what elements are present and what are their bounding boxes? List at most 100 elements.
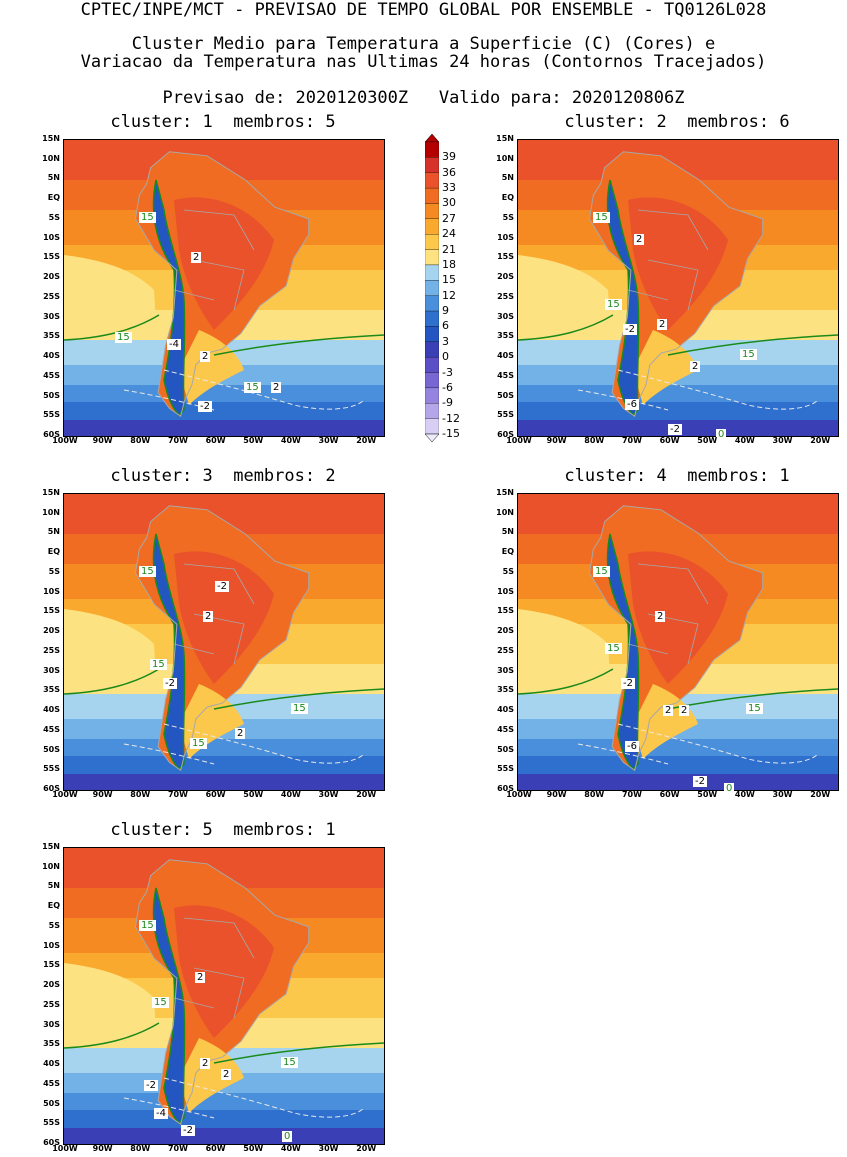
contour-label: 2 xyxy=(690,361,701,372)
lat-tick-label: 5S xyxy=(502,566,514,576)
lon-tick-label: 20W xyxy=(356,790,377,799)
contour-label: 15 xyxy=(139,566,156,577)
lon-tick-label: 30W xyxy=(772,790,793,799)
colorbar-max-arrow xyxy=(425,134,439,143)
contour-label: -6 xyxy=(625,399,639,410)
contour-label: -2 xyxy=(621,678,635,689)
temperature-band xyxy=(64,420,384,436)
contour-label: 15 xyxy=(740,349,757,360)
contour-label: -2 xyxy=(693,776,707,787)
lat-tick-label: 5S xyxy=(48,920,60,930)
colorbar-min-arrow xyxy=(425,433,439,442)
subtitle-line1: Cluster Medio para Temperatura a Superfi… xyxy=(131,34,716,54)
contour-label: 2 xyxy=(679,705,690,716)
temperate-region xyxy=(179,1038,244,1113)
colorbar-level: 27 xyxy=(442,211,456,225)
lon-tick-label: 60W xyxy=(659,790,680,799)
contour-label: -6 xyxy=(625,741,639,752)
lat-tick-label: 55S xyxy=(497,764,514,774)
panel-title: cluster: 5 membros: 1 xyxy=(110,820,336,840)
colorbar-segment xyxy=(425,234,439,250)
lat-tick-label: 10N xyxy=(42,861,60,871)
lat-tick-label: 15S xyxy=(43,252,60,262)
lat-tick-label: 50S xyxy=(497,744,514,754)
hot-region xyxy=(174,197,274,330)
temperature-map xyxy=(63,139,385,437)
forecast-dates: Previsao de: 2020120300Z Valido para: 20… xyxy=(162,88,685,108)
lat-tick-label: 30S xyxy=(43,311,60,321)
lon-tick-label: 40W xyxy=(280,436,301,445)
contour-label: -4 xyxy=(154,1108,168,1119)
lon-tick-label: 60W xyxy=(205,1144,226,1153)
hot-region xyxy=(628,551,728,684)
temperature-band xyxy=(518,385,838,402)
colorbar-level: 15 xyxy=(442,273,456,287)
country-borders xyxy=(627,209,709,311)
contour-label: 15 xyxy=(605,299,622,310)
contour-label: 2 xyxy=(655,611,666,622)
lat-tick-label: 5S xyxy=(502,212,514,222)
lon-tick-label: 30W xyxy=(318,436,339,445)
lon-tick-label: 50W xyxy=(697,790,718,799)
contour-label: 2 xyxy=(663,705,674,716)
lat-tick-label: 25S xyxy=(43,999,60,1009)
lat-tick-label: 35S xyxy=(497,685,514,695)
lon-tick-label: 80W xyxy=(130,1144,151,1153)
contour-label: 2 xyxy=(203,611,214,622)
temperate-region xyxy=(179,330,244,405)
lat-tick-label: EQ xyxy=(47,193,60,203)
lon-tick-label: 90W xyxy=(92,790,113,799)
contour-label: 0 xyxy=(282,1131,293,1142)
lon-tick-label: 20W xyxy=(810,790,831,799)
cool-current xyxy=(518,255,610,340)
lat-tick-label: 60S xyxy=(43,1138,60,1147)
colorbar-level: -3 xyxy=(442,365,453,379)
lon-tick-label: 70W xyxy=(621,436,642,445)
lat-tick-label: 40S xyxy=(43,1059,60,1069)
lat-tick-label: 15S xyxy=(43,960,60,970)
colorbar-level: 12 xyxy=(442,288,456,302)
temperature-band xyxy=(64,739,384,756)
lat-tick-label: 40S xyxy=(43,705,60,715)
colorbar-segment xyxy=(425,341,439,358)
contour-label: 2 xyxy=(200,351,211,362)
lon-tick-label: 40W xyxy=(734,790,755,799)
hot-region xyxy=(174,905,274,1038)
lat-tick-label: 10S xyxy=(43,586,60,596)
lat-tick-label: 10S xyxy=(43,232,60,242)
contour-label: 15 xyxy=(152,997,169,1008)
main-title: CPTEC/INPE/MCT - PREVISAO DE TEMPO GLOBA… xyxy=(80,0,767,20)
contour-label: 15 xyxy=(593,566,610,577)
lat-tick-label: 10N xyxy=(42,507,60,517)
lon-tick-label: 30W xyxy=(318,1144,339,1153)
colorbar-level: 30 xyxy=(442,196,456,210)
lat-tick-label: 25S xyxy=(497,645,514,655)
contour-label: 2 xyxy=(235,728,246,739)
lat-tick-label: EQ xyxy=(501,193,514,203)
cool-current xyxy=(64,963,156,1048)
colorbar-segment xyxy=(425,172,439,189)
lon-tick-label: 90W xyxy=(546,790,567,799)
variation-contours xyxy=(123,723,365,765)
temperature-band xyxy=(64,402,384,420)
coastline xyxy=(588,505,764,772)
temperature-band xyxy=(518,739,838,756)
temperature-map xyxy=(63,847,385,1145)
temperature-band xyxy=(64,385,384,402)
lat-tick-label: 60S xyxy=(43,430,60,439)
coastline xyxy=(134,151,310,418)
contour-label: 15 xyxy=(139,920,156,931)
lon-tick-label: 40W xyxy=(734,436,755,445)
colorbar-level: 9 xyxy=(442,304,449,318)
contour-label: 15 xyxy=(746,703,763,714)
colorbar-level: 39 xyxy=(442,150,456,164)
lat-tick-label: 35S xyxy=(497,331,514,341)
contour-label: -2 xyxy=(668,424,682,435)
lat-tick-label: 5N xyxy=(47,881,60,891)
lat-tick-label: 20S xyxy=(43,272,60,282)
lat-tick-label: 10N xyxy=(496,153,514,163)
lon-tick-label: 20W xyxy=(356,1144,377,1153)
contour-label: 2 xyxy=(271,382,282,393)
lat-tick-label: 5N xyxy=(501,173,514,183)
lat-tick-label: 15N xyxy=(496,134,514,143)
